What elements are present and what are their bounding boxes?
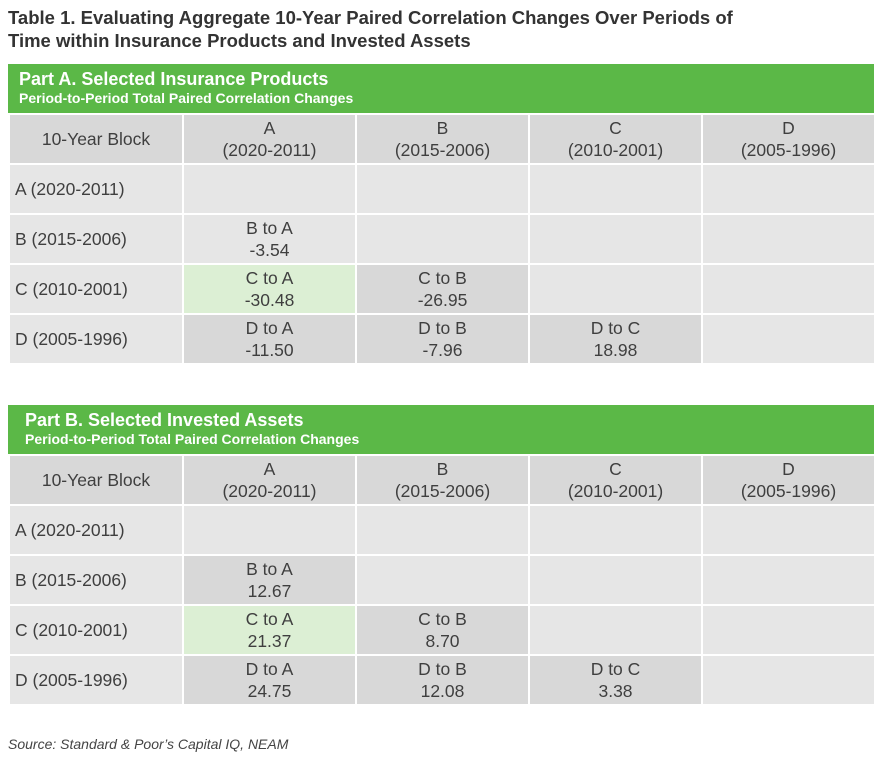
cell-c-to-a: C to A 21.37 <box>182 604 357 656</box>
empty-cell <box>701 163 876 215</box>
cell-d-to-c: D to C 18.98 <box>528 313 703 365</box>
column-header-c: C (2010-2001) <box>528 113 703 165</box>
part-a-subtitle: Period-to-Period Total Paired Correlatio… <box>19 90 354 106</box>
table-header-row: 10-Year Block A (2020-2011) B (2015-2006) … <box>8 454 876 506</box>
part-b-title: Part B. Selected Invested Assets <box>25 410 304 430</box>
part-b-header: Part B. Selected Invested Assets Period-… <box>8 405 874 454</box>
cell-b-to-a: B to A 12.67 <box>182 554 357 606</box>
row-label-a: A (2020-2011) <box>8 163 184 215</box>
part-b-section: Part B. Selected Invested Assets Period-… <box>8 405 876 706</box>
cell-c-to-b: C to B 8.70 <box>355 604 530 656</box>
cell-d-to-c: D to C 3.38 <box>528 654 703 706</box>
empty-cell <box>355 163 530 215</box>
row-label-b: B (2015-2006) <box>8 554 184 606</box>
cell-d-to-a: D to A 24.75 <box>182 654 357 706</box>
table-row: A (2020-2011) <box>8 504 876 556</box>
cell-c-to-b: C to B -26.95 <box>355 263 530 315</box>
cell-d-to-b: D to B 12.08 <box>355 654 530 706</box>
empty-cell <box>528 604 703 656</box>
part-a-table: 10-Year Block A (2020-2011) B (2015-2006) … <box>8 113 876 365</box>
table-header-row: 10-Year Block A (2020-2011) B (2015-2006) … <box>8 113 876 165</box>
table-row: B (2015-2006) B to A 12.67 <box>8 554 876 606</box>
source-note: Source: Standard & Poor’s Capital IQ, NE… <box>8 736 289 752</box>
empty-cell <box>701 504 876 556</box>
empty-cell <box>355 554 530 606</box>
empty-cell <box>355 213 530 265</box>
column-header-a: A (2020-2011) <box>182 454 357 506</box>
table-row: B (2015-2006) B to A -3.54 <box>8 213 876 265</box>
cell-c-to-a: C to A -30.48 <box>182 263 357 315</box>
row-label-c: C (2010-2001) <box>8 604 184 656</box>
corner-label: 10-Year Block <box>8 113 184 165</box>
part-a-title: Part A. Selected Insurance Products <box>19 69 329 89</box>
table-row: D (2005-1996) D to A -11.50 D to B -7.96 D… <box>8 313 876 365</box>
part-a-section: Part A. Selected Insurance Products Peri… <box>8 64 876 365</box>
table-row: C (2010-2001) C to A 21.37 C to B 8.70 <box>8 604 876 656</box>
table-title-line-1: Table 1. Evaluating Aggregate 10-Year Pa… <box>8 7 733 28</box>
part-a-header: Part A. Selected Insurance Products Peri… <box>8 64 874 113</box>
empty-cell <box>701 213 876 265</box>
row-label-b: B (2015-2006) <box>8 213 184 265</box>
cell-d-to-b: D to B -7.96 <box>355 313 530 365</box>
table-row: C (2010-2001) C to A -30.48 C to B -26.95 <box>8 263 876 315</box>
empty-cell <box>182 504 357 556</box>
empty-cell <box>701 554 876 606</box>
empty-cell <box>528 213 703 265</box>
row-label-c: C (2010-2001) <box>8 263 184 315</box>
empty-cell <box>528 554 703 606</box>
empty-cell <box>528 504 703 556</box>
cell-d-to-a: D to A -11.50 <box>182 313 357 365</box>
column-header-c: C (2010-2001) <box>528 454 703 506</box>
empty-cell <box>182 163 357 215</box>
row-label-d: D (2005-1996) <box>8 654 184 706</box>
part-b-table: 10-Year Block A (2020-2011) B (2015-2006) … <box>8 454 876 706</box>
empty-cell <box>528 163 703 215</box>
empty-cell <box>701 654 876 706</box>
column-header-b: B (2015-2006) <box>355 454 530 506</box>
corner-label: 10-Year Block <box>8 454 184 506</box>
column-header-b: B (2015-2006) <box>355 113 530 165</box>
cell-b-to-a: B to A -3.54 <box>182 213 357 265</box>
table-title-line-2: Time within Insurance Products and Inves… <box>8 30 471 51</box>
column-header-d: D (2005-1996) <box>701 454 876 506</box>
column-header-a: A (2020-2011) <box>182 113 357 165</box>
row-label-d: D (2005-1996) <box>8 313 184 365</box>
empty-cell <box>528 263 703 315</box>
part-b-subtitle: Period-to-Period Total Paired Correlatio… <box>25 431 360 447</box>
empty-cell <box>701 313 876 365</box>
row-label-a: A (2020-2011) <box>8 504 184 556</box>
empty-cell <box>701 604 876 656</box>
table-row: D (2005-1996) D to A 24.75 D to B 12.08 D … <box>8 654 876 706</box>
table-title: Table 1. Evaluating Aggregate 10-Year Pa… <box>8 6 868 52</box>
empty-cell <box>701 263 876 315</box>
empty-cell <box>355 504 530 556</box>
table-row: A (2020-2011) <box>8 163 876 215</box>
column-header-d: D (2005-1996) <box>701 113 876 165</box>
